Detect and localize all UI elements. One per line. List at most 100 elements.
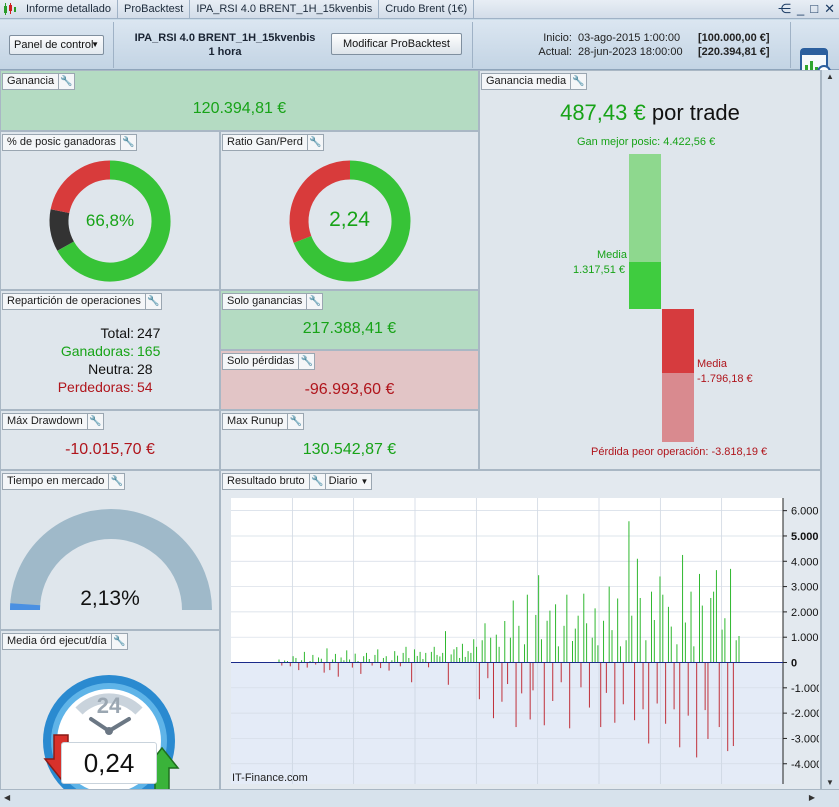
tab-informe-detallado[interactable]: Informe detallado xyxy=(20,0,118,19)
media-ord-panel: Media órd ejecut/día 🔧 24 0,24 xyxy=(0,630,220,790)
close-icon[interactable]: ✕ xyxy=(824,1,835,16)
divider xyxy=(472,22,473,68)
y-tick-label: 1.000 xyxy=(791,632,819,644)
tab-strategy[interactable]: IPA_RSI 4.0 BRENT_1H_15kvenbis xyxy=(190,0,380,19)
start-label: Inicio: xyxy=(543,32,572,44)
y-tick-label: 4.000 xyxy=(791,556,819,568)
scroll-up-icon[interactable]: ▲ xyxy=(826,72,834,81)
panel-title: % de posic ganadoras xyxy=(2,134,121,151)
y-tick-label: 2.000 xyxy=(791,607,819,619)
scroll-right-icon[interactable]: ▶ xyxy=(808,793,815,802)
resultado-bruto-panel: Resultado bruto 🔧 Diario ▼ 6.000 5.000 4.0… xyxy=(220,470,821,790)
wrench-icon[interactable]: 🔧 xyxy=(307,134,324,151)
panel-title: Ratio Gan/Perd xyxy=(222,134,308,151)
wrench-icon[interactable]: 🔧 xyxy=(59,73,76,90)
panel-select-label: Panel de control xyxy=(14,39,94,51)
y-tick-label: 6.000 xyxy=(791,506,819,518)
panel-header: Ratio Gan/Perd 🔧 xyxy=(222,134,324,151)
total-value: 247 xyxy=(137,325,161,341)
win-slice xyxy=(57,160,171,282)
solo-ganancias-panel: Solo ganancias 🔧 217.388,41 € xyxy=(220,290,479,350)
wrench-icon[interactable]: 🔧 xyxy=(571,73,588,90)
y-tick-label: -2.000 xyxy=(791,708,819,720)
wrench-icon[interactable]: 🔧 xyxy=(120,134,137,151)
wrench-icon[interactable]: 🔧 xyxy=(111,633,128,650)
max-runup-panel: Max Runup 🔧 130.542,87 € xyxy=(220,410,479,470)
panel-title: Máx Drawdown xyxy=(2,413,88,430)
candlestick-icon xyxy=(0,0,20,19)
strategy-name: IPA_RSI 4.0 BRENT_1H_15kvenbis xyxy=(134,32,316,44)
divider xyxy=(113,22,114,68)
panel-header: Max Runup 🔧 xyxy=(222,413,305,430)
solo-perdidas-panel: Solo pérdidas 🔧 -96.993,60 € xyxy=(220,350,479,410)
strategy-timeframe: 1 hora xyxy=(208,46,242,58)
max-drawdown-value: -10.015,70 € xyxy=(65,441,155,458)
wrench-icon[interactable]: 🔧 xyxy=(145,293,162,310)
ganancia-value: 120.394,81 € xyxy=(192,100,287,117)
win-slice xyxy=(293,160,411,282)
pct-winning-donut xyxy=(49,160,171,282)
worst-trade-label: Pérdida peor operación: -3.818,19 € xyxy=(591,446,768,458)
maximize-icon[interactable]: □ xyxy=(810,1,819,16)
horizontal-scrollbar[interactable]: ◀ ▶ xyxy=(0,789,839,807)
panel-header: Repartición de operaciones 🔧 xyxy=(2,293,162,310)
media-win-value: 1.317,51 € xyxy=(573,264,625,276)
current-label: Actual: xyxy=(538,46,572,58)
trade-stats: Total: 247 Ganadoras: 165 Neutra: 28 Perded… xyxy=(1,324,164,396)
scroll-left-icon[interactable]: ◀ xyxy=(4,793,11,802)
toolbar: Panel de control ▼ IPA_RSI 4.0 BRENT_1H_… xyxy=(0,20,839,81)
title-bar: Informe detallado ProBacktest IPA_RSI 4.… xyxy=(0,0,839,19)
loss-slice xyxy=(50,160,111,214)
panel-header: % de posic ganadoras 🔧 xyxy=(2,134,137,151)
wrench-icon[interactable]: 🔧 xyxy=(87,413,104,430)
best-trade-label: Gan mejor posic: 4.422,56 € xyxy=(577,136,716,148)
panel-header: Media órd ejecut/día 🔧 xyxy=(2,633,128,650)
plot-area-positive xyxy=(231,498,783,663)
chevron-down-icon: ▼ xyxy=(360,477,369,486)
scroll-down-icon[interactable]: ▼ xyxy=(826,778,834,787)
ratio-donut xyxy=(289,160,411,282)
plot-area-negative xyxy=(231,662,783,784)
share-icon[interactable]: ⋲ xyxy=(778,1,791,16)
wrench-icon[interactable]: 🔧 xyxy=(307,293,324,310)
time-in-market-gauge xyxy=(10,509,212,611)
gauge-track xyxy=(10,509,212,611)
panel-select[interactable]: Panel de control ▼ xyxy=(9,35,104,55)
media-win-label: Media xyxy=(597,249,627,261)
divider xyxy=(790,22,791,68)
panel-title: Solo pérdidas xyxy=(222,353,300,370)
modify-probacktest-button[interactable]: Modificar ProBacktest xyxy=(331,33,462,55)
ratio-panel: Ratio Gan/Perd 🔧 2,24 xyxy=(220,131,479,290)
backtest-dates: Inicio: 03-ago-2015 1:00:00 [100.000,00 €]… xyxy=(532,31,770,59)
panel-title: Ganancia xyxy=(2,73,60,90)
panel-title: Media órd ejecut/día xyxy=(2,633,112,650)
max-drawdown-panel: Máx Drawdown 🔧 -10.015,70 € xyxy=(0,410,220,470)
neutral-value: 28 xyxy=(137,361,153,377)
panel-title: Solo ganancias xyxy=(222,293,308,310)
period-select[interactable]: Diario ▼ xyxy=(325,473,373,490)
loss-slice xyxy=(289,160,351,243)
tab-probacktest[interactable]: ProBacktest xyxy=(118,0,191,19)
panel-header: Máx Drawdown 🔧 xyxy=(2,413,104,430)
ganancia-media-panel: Ganancia media 🔧 487,43 € por trade Gan m… xyxy=(479,70,821,470)
panel-header: Ganancia media 🔧 xyxy=(481,73,588,90)
start-date: 03-ago-2015 1:00:00 xyxy=(578,32,681,44)
media-loss-bar xyxy=(662,309,694,373)
media-loss-label: Media xyxy=(697,358,727,370)
tab-instrument[interactable]: Crudo Brent (1€) xyxy=(379,0,475,19)
wrench-icon[interactable]: 🔧 xyxy=(109,473,126,490)
panel-title: Max Runup xyxy=(222,413,289,430)
vertical-scrollbar[interactable]: ▲ ▼ xyxy=(821,70,839,789)
media-loss-value: -1.796,18 € xyxy=(697,373,753,385)
win-label: Ganadoras: xyxy=(60,343,134,359)
chevron-down-icon: ▼ xyxy=(91,40,99,49)
current-date: 28-jun-2023 18:00:00 xyxy=(578,46,683,58)
y-tick-label: -4.000 xyxy=(791,759,819,771)
wrench-icon[interactable]: 🔧 xyxy=(299,353,316,370)
minimize-icon[interactable]: _ xyxy=(797,1,805,16)
wrench-icon[interactable]: 🔧 xyxy=(288,413,305,430)
start-amount: [100.000,00 €] xyxy=(698,32,770,44)
wrench-icon[interactable]: 🔧 xyxy=(309,473,326,490)
clock-number: 24 xyxy=(97,693,122,718)
watermark: IT-Finance.com xyxy=(232,772,308,784)
